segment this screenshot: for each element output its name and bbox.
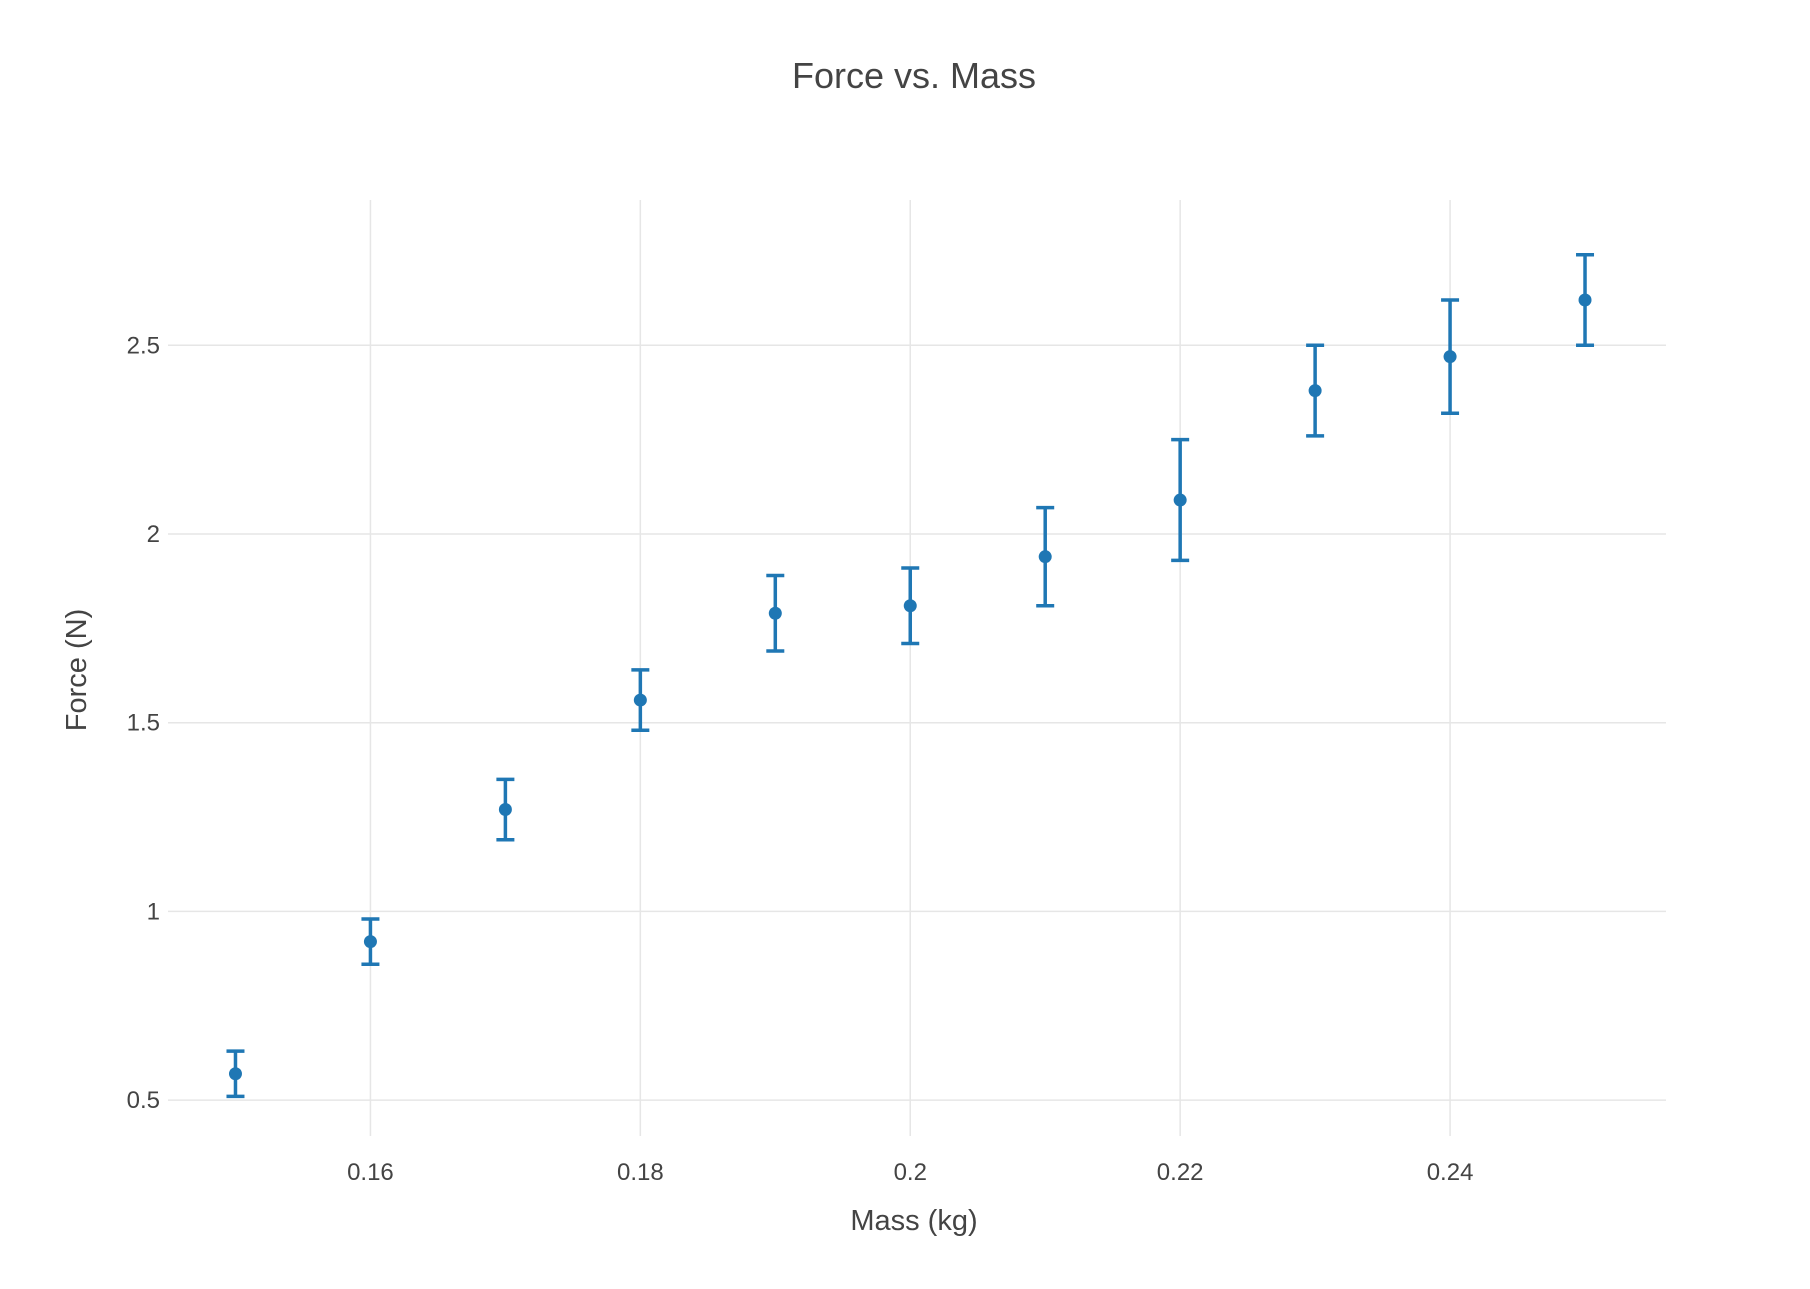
- data-points: [228, 293, 1592, 1081]
- data-point: [363, 935, 377, 949]
- x-axis-ticks: 0.16 0.18 0.2 0.22 0.24: [347, 1159, 1473, 1186]
- data-point: [903, 599, 917, 613]
- y-tick-label: 2: [147, 521, 160, 548]
- data-point: [228, 1067, 242, 1081]
- data-point: [498, 803, 512, 817]
- data-point: [1578, 293, 1592, 307]
- x-tick-label: 0.2: [894, 1159, 927, 1186]
- data-point: [1038, 550, 1052, 564]
- x-tick-label: 0.22: [1157, 1159, 1204, 1186]
- y-tick-label: 1: [147, 898, 160, 925]
- x-axis-title: Mass (kg): [850, 1205, 977, 1237]
- y-tick-label: 2.5: [127, 332, 160, 359]
- chart-title: Force vs. Mass: [792, 55, 1036, 96]
- y-axis-title: Force (N): [61, 609, 93, 731]
- y-tick-label: 1.5: [127, 710, 160, 737]
- data-point: [1308, 384, 1322, 398]
- x-tick-label: 0.16: [347, 1159, 394, 1186]
- y-tick-label: 0.5: [127, 1087, 160, 1114]
- grid-layer: [168, 200, 1666, 1136]
- data-point: [1173, 493, 1187, 507]
- data-point: [1443, 350, 1457, 364]
- x-tick-label: 0.18: [617, 1159, 664, 1186]
- data-point: [768, 606, 782, 620]
- data-point: [633, 693, 647, 707]
- x-tick-label: 0.24: [1427, 1159, 1474, 1186]
- y-axis-ticks: 0.5 1 1.5 2 2.5: [127, 332, 160, 1114]
